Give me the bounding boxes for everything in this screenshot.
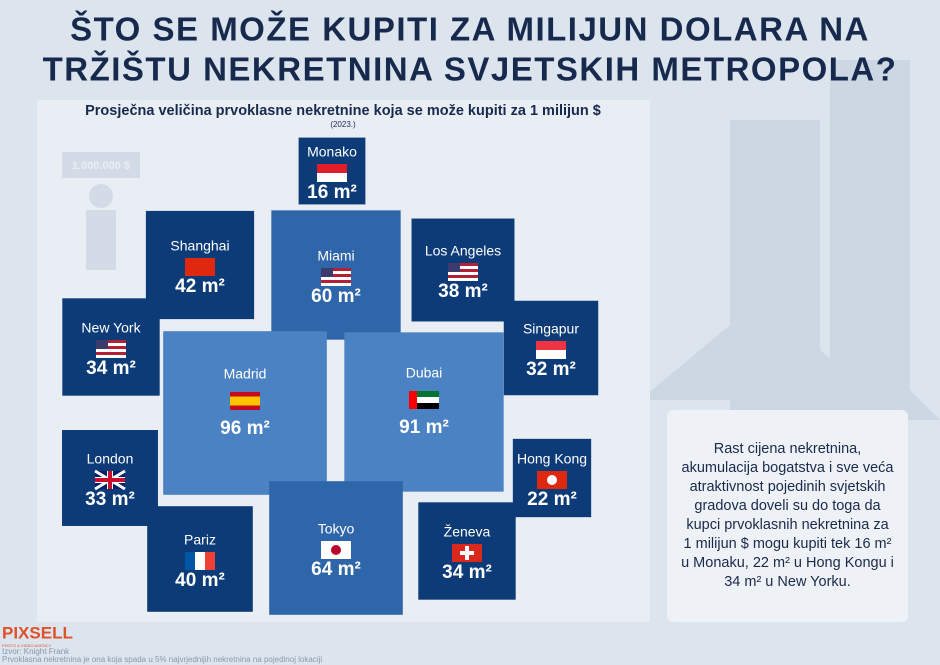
brand: PIXSELL (2, 623, 73, 642)
flag-part (321, 271, 351, 274)
icon-label: 1.000.000 $ (72, 160, 130, 172)
title: TRŽIŠTU NEKRETNINA SVJETSKIH METROPOLA? (43, 50, 898, 88)
source: Izvor: Knight Frank (2, 647, 70, 656)
value-label: 60 m² (311, 286, 361, 307)
value-label: 38 m² (438, 281, 488, 302)
flag-part (321, 268, 351, 271)
flag-part (409, 403, 439, 409)
flag-part (448, 278, 478, 281)
city-label: Pariz (184, 532, 216, 548)
flag-part (96, 343, 126, 346)
flag-part (547, 475, 557, 485)
icon (62, 152, 140, 270)
value-label: 34 m² (86, 358, 136, 379)
value-label: 96 m² (220, 418, 270, 439)
city-label: Ženeva (444, 524, 491, 540)
flag-part (96, 349, 126, 352)
square (344, 332, 504, 492)
flag-part (321, 268, 333, 277)
flag-part (108, 471, 112, 489)
year: (2023.) (330, 120, 356, 129)
title: ŠTO SE MOŽE KUPITI ZA MILIJUN DOLARA NA (70, 10, 870, 48)
brand-sub: PHOTO & VIDEO AGENCY (2, 643, 52, 648)
value-label: 42 m² (175, 276, 225, 297)
flag-part (317, 164, 347, 173)
footnote: Prvoklasna nekretnina je ona koja spada … (2, 655, 322, 664)
value-label: 33 m² (85, 489, 135, 510)
city-label: Los Angeles (425, 243, 501, 259)
city-label: Tokyo (318, 521, 355, 537)
flag-part (409, 391, 417, 409)
value-label: 16 m² (307, 182, 357, 203)
value-label: 64 m² (311, 559, 361, 580)
value-label: 34 m² (442, 562, 492, 583)
flag-part (331, 545, 341, 555)
flag-part (448, 275, 478, 278)
city-label: Dubai (406, 365, 443, 381)
flag-part (185, 258, 215, 276)
flag-part (536, 341, 566, 350)
city-label: Miami (317, 248, 354, 264)
city-label: Shanghai (170, 238, 229, 254)
note: Rast cijena nekretnina, akumulacija boga… (667, 410, 908, 622)
flag-part (96, 355, 126, 358)
note-text: Rast cijena nekretnina, akumulacija boga… (681, 441, 894, 590)
flag-part (409, 391, 439, 397)
flag-part (448, 272, 478, 275)
flag-part (321, 280, 351, 283)
flag-part (96, 352, 126, 355)
flag-part (465, 546, 469, 560)
flag-part (321, 274, 351, 277)
flag-part (321, 277, 351, 280)
flag-part (317, 173, 347, 182)
city-label: London (87, 451, 134, 467)
city-label: Monako (307, 144, 357, 160)
flag-part (195, 552, 205, 570)
flag-part (96, 340, 126, 343)
flag-part (448, 266, 478, 269)
flag-part (185, 552, 195, 570)
square (163, 331, 327, 495)
flag-part (536, 350, 566, 359)
flag-part (409, 397, 439, 403)
city-label: Singapur (523, 321, 579, 337)
flag-part (321, 283, 351, 286)
flag-part (96, 346, 126, 349)
value-label: 32 m² (526, 359, 576, 380)
city-label: Madrid (224, 366, 267, 382)
background-buildings (640, 60, 940, 420)
value-label: 22 m² (527, 489, 577, 510)
city-label: New York (81, 320, 141, 336)
city-label: Hong Kong (517, 451, 587, 467)
flag-part (230, 396, 260, 406)
flag-part (96, 340, 108, 349)
subtitle: Prosječna veličina prvoklasne nekretnine… (85, 103, 601, 119)
flag-part (448, 263, 460, 272)
flag-part (448, 263, 478, 266)
value-label: 40 m² (175, 570, 225, 591)
flag-part (448, 269, 478, 272)
flag-part (205, 552, 215, 570)
value-label: 91 m² (399, 417, 449, 438)
